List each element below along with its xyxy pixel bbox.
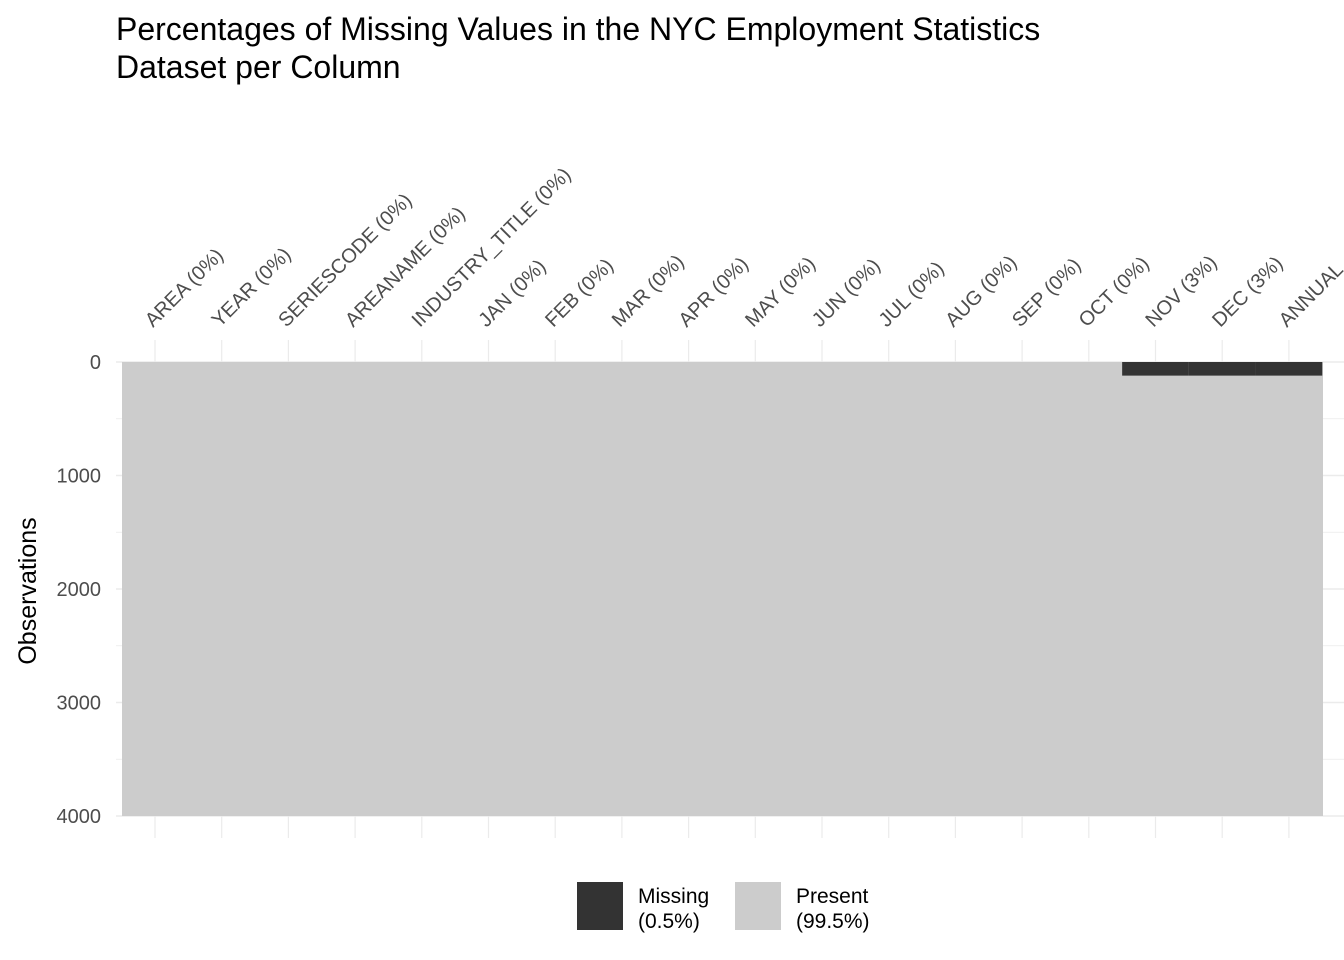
legend: Missing(0.5%) Present(99.5%)	[577, 882, 870, 933]
y-tick-label: 3000	[57, 693, 102, 715]
x-tick-label-nov: NOV (3%)	[1141, 252, 1221, 332]
x-tick-label-may: MAY (0%)	[741, 253, 820, 332]
chart-title-line-1: Percentages of Missing Values in the NYC…	[116, 11, 1041, 47]
missing-block-dec	[1188, 362, 1256, 376]
x-tick-label-mar: MAR (0%)	[608, 251, 689, 332]
x-tick-label-seriescode: SERIESCODE (0%)	[274, 189, 416, 331]
x-tick-label-areaname: AREANAME (0%)	[341, 203, 470, 332]
legend-pct-missing: (0.5%)	[638, 910, 700, 933]
chart-title: Percentages of Missing Values in the NYC…	[116, 10, 1040, 86]
x-tick-label-aug: AUG (0%)	[941, 252, 1021, 332]
missing-block-nov	[1122, 362, 1189, 376]
x-tick-label-jul: JUL (0%)	[875, 258, 949, 332]
legend-pct-present: (99.5%)	[796, 910, 870, 933]
chart-title-line-2: Dataset per Column	[116, 49, 401, 85]
x-tick-label-jun: JUN (0%)	[808, 255, 885, 332]
y-tick-label: 1000	[57, 466, 102, 488]
legend-label-missing: Missing	[638, 885, 709, 908]
y-tick-label: 0	[90, 352, 101, 374]
missing-block-annual	[1255, 362, 1323, 376]
legend-key-present	[735, 882, 781, 930]
y-axis-title: Observations	[14, 517, 42, 664]
x-tick-label-feb: FEB (0%)	[541, 255, 618, 332]
x-tick-label-oct: OCT (0%)	[1075, 253, 1154, 332]
y-tick-label: 2000	[57, 579, 102, 601]
legend-key-missing	[577, 882, 623, 930]
legend-label-present: Present	[796, 885, 869, 908]
y-tick-label: 4000	[57, 806, 102, 828]
x-tick-label-dec: DEC (3%)	[1208, 252, 1287, 331]
present-area	[122, 362, 1323, 816]
